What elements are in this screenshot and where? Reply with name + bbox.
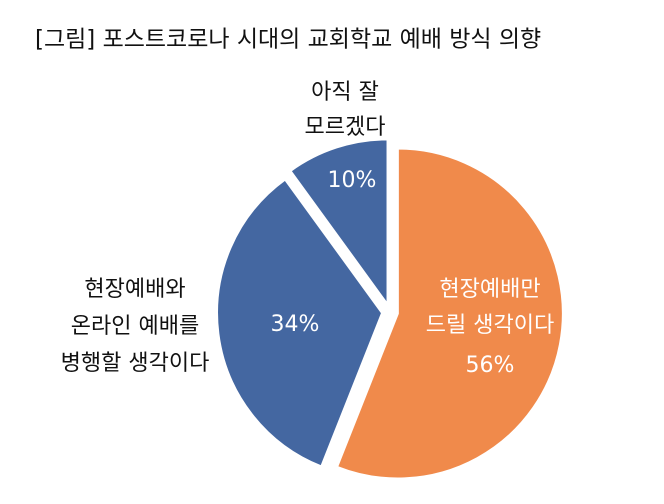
value-label: 56% (466, 353, 515, 378)
value-label: 10% (328, 168, 377, 193)
slice-label: 드릴 생각이다 (426, 313, 554, 338)
slice-label: 온라인 예배를 (71, 314, 199, 339)
chart-title: [그림] 포스트코로나 시대의 교회학교 예배 방식 의향 (35, 27, 541, 53)
slice-label: 아직 잘 (311, 80, 379, 105)
slice-label: 현장예배만 (439, 277, 540, 302)
pie-slice (335, 147, 564, 480)
pie-slice (289, 138, 389, 308)
value-label: 34% (271, 312, 320, 337)
slice-label: 모르겠다 (305, 115, 386, 140)
slice-label: 병행할 생각이다 (61, 351, 210, 376)
slice-label: 현장예배와 (84, 277, 185, 302)
pie-slice (216, 178, 384, 468)
